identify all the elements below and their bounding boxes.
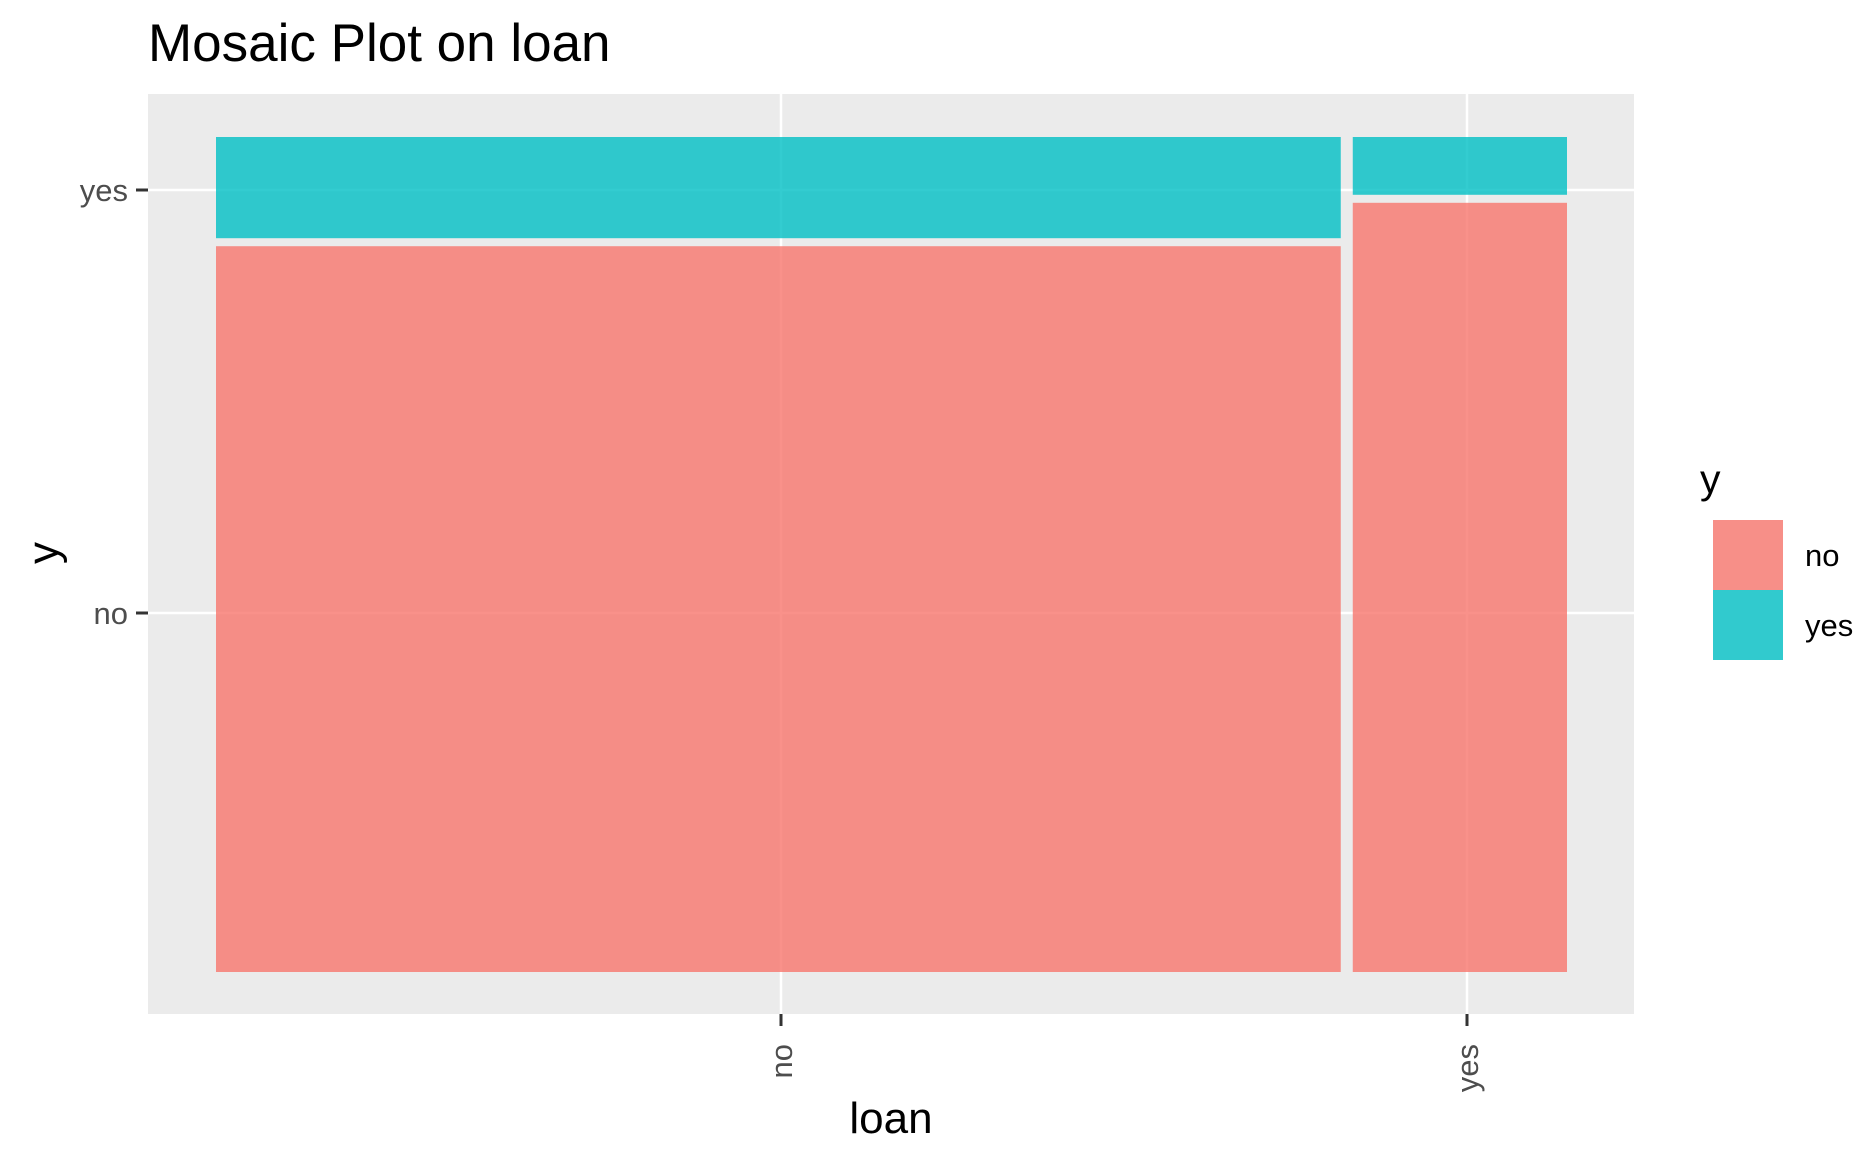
x-tick-label: yes	[1450, 1044, 1485, 1092]
y-tick-label: no	[94, 596, 128, 631]
y-tick-label: yes	[80, 173, 128, 208]
x-tick-label: no	[764, 1044, 799, 1078]
legend: y no yes	[1700, 456, 1853, 660]
x-axis-title: loan	[849, 1094, 932, 1143]
tile-yes-yes	[1352, 137, 1567, 195]
tile-no-yes	[216, 137, 1341, 239]
legend-key-yes	[1713, 590, 1783, 660]
tile-yes-no	[1352, 202, 1567, 973]
y-axis-title: y	[19, 542, 68, 564]
legend-label-no: no	[1805, 538, 1839, 573]
tile-no-no	[216, 246, 1341, 972]
legend-label-yes: yes	[1805, 608, 1853, 643]
legend-key-no	[1713, 520, 1783, 590]
legend-title: y	[1700, 456, 1721, 502]
chart-title: Mosaic Plot on loan	[148, 14, 611, 73]
axis-ticks: no yes yes no	[80, 173, 1485, 1092]
mosaic-tiles	[216, 137, 1567, 973]
